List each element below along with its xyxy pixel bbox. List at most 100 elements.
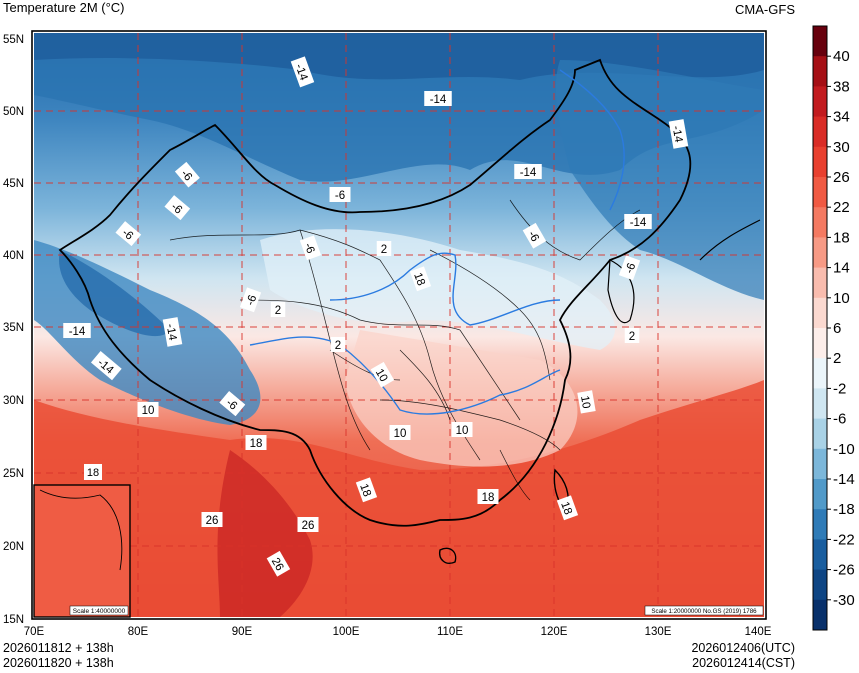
lat-label: 15N — [3, 614, 24, 626]
lon-label: 140E — [745, 626, 772, 638]
contour-label: -6 — [115, 221, 142, 247]
contour-label: 18 — [245, 435, 267, 450]
colorbar-swatch — [813, 297, 827, 329]
contour-label-text: -14 — [630, 217, 647, 229]
lat-label: 25N — [3, 468, 24, 480]
colorbar-label: 40 — [833, 48, 850, 65]
colorbar-swatch — [813, 418, 827, 450]
contour-label-text: 26 — [302, 520, 315, 532]
latitude-labels: 55N 50N 45N 40N 35N 30N 25N 20N 15N — [3, 34, 24, 626]
contour-label: 18 — [409, 266, 432, 292]
contour-label-box — [290, 56, 315, 88]
colorbar-swatch — [813, 146, 827, 178]
contour-label: 2 — [624, 328, 640, 343]
contour-label: 10 — [370, 361, 395, 388]
colorbar-swatch — [813, 116, 827, 148]
contour-label: -14 — [290, 56, 315, 88]
colorbar-swatch — [813, 86, 827, 118]
contour-label-box — [556, 495, 579, 521]
contour-label: -6 — [239, 287, 262, 313]
contour-label-text: -6 — [302, 241, 317, 255]
colorbar-label: 2 — [833, 350, 841, 367]
contour-label-text: -14 — [430, 94, 447, 106]
colorbar-label: 38 — [833, 78, 850, 95]
contour-label-box — [451, 422, 473, 437]
warm-zone-core — [217, 450, 313, 617]
contour-label-text: 18 — [357, 482, 373, 498]
contour-label-text: -6 — [335, 190, 345, 202]
japan-outline — [699, 219, 761, 261]
lon-label: 130E — [645, 626, 672, 638]
contour-label-text: 18 — [250, 438, 263, 450]
contour-label: 2 — [330, 337, 346, 352]
contour-label-text: 2 — [275, 305, 281, 317]
contour-label-text: 26 — [269, 556, 286, 573]
contour-label-box — [514, 164, 542, 179]
contour-label-box — [201, 512, 223, 527]
colorbar-swatch — [813, 539, 827, 571]
contour-label-box — [270, 302, 286, 317]
map-frame — [31, 30, 767, 620]
south-china-sea-inset — [33, 484, 131, 618]
colorbar-label: -30 — [833, 592, 855, 609]
colorbar-label: -22 — [833, 531, 855, 548]
contour-label-box — [355, 477, 378, 503]
contour-label-box — [624, 328, 640, 343]
colorbar-swatch — [813, 26, 827, 57]
contour-label: -6 — [174, 161, 200, 188]
model-name: CMA-GFS — [735, 2, 795, 17]
contour-label-box — [668, 119, 689, 149]
map-note-box — [644, 605, 764, 616]
contour-label-box — [137, 402, 159, 417]
contour-label-text: 10 — [578, 395, 592, 410]
colorbar: 40 38 34 30 26 22 18 14 10 6 2 -2 -6 -10 -14 -18 -22 -26 -… — [812, 25, 855, 631]
contour-label-text: 26 — [206, 515, 219, 527]
contour-label-text: 10 — [456, 425, 469, 437]
colorbar-swatch — [813, 448, 827, 480]
lat-label: 30N — [3, 395, 24, 407]
colorbar-label: 10 — [833, 290, 850, 307]
init-time-utc: 2026011812 + 138h — [3, 641, 114, 655]
colorbar-swatch — [813, 56, 827, 87]
cold-zone-plateau-core — [59, 250, 170, 337]
inset-coastline — [39, 489, 123, 571]
colorbar-label: 22 — [833, 199, 850, 216]
valid-time-cst: 2026012414(CST) — [692, 656, 795, 670]
valid-time-utc: 2026012406(UTC) — [691, 641, 795, 655]
contour-label-text: -14 — [670, 125, 685, 144]
colorbar-swatch — [813, 569, 827, 601]
lon-label: 100E — [333, 626, 360, 638]
contour-label-box — [370, 361, 395, 388]
lat-label: 50N — [3, 106, 24, 118]
contour-label-box — [90, 351, 122, 381]
warm-zone-south — [34, 380, 764, 617]
contour-label-box — [245, 435, 267, 450]
contour-label: 26 — [201, 512, 223, 527]
colorbar-swatch — [813, 509, 827, 540]
contour-label-box — [329, 187, 351, 202]
cold-zone-northeast — [555, 60, 764, 300]
contour-label-text: -14 — [520, 167, 537, 179]
contour-label: -14 — [668, 119, 689, 149]
contour-label-box — [624, 214, 652, 229]
colorbar-swatch — [813, 237, 827, 269]
footer-init-times: 2026011812 + 138h 2026011820 + 138h — [3, 641, 114, 671]
inset-contour-label: 18 — [87, 467, 99, 479]
contour-label: -14 — [162, 317, 183, 347]
colorbar-label: 30 — [833, 139, 850, 156]
contour-label-box — [577, 390, 596, 414]
contour-label: -14 — [514, 164, 542, 179]
contour-label-box — [424, 91, 452, 106]
longitude-labels: 70E 80E 90E 100E 110E 120E 130E 140E — [24, 626, 772, 638]
contour-label: -6 — [329, 187, 351, 202]
contour-label-box — [115, 221, 142, 247]
contour-label: 18 — [355, 477, 378, 503]
contour-label-box — [297, 517, 319, 532]
contour-label-box — [618, 255, 641, 281]
contour-label: 26 — [266, 550, 291, 577]
colorbar-label: 18 — [833, 229, 850, 246]
contour-label: -6 — [618, 255, 641, 281]
contour-label: -6 — [299, 235, 322, 261]
graticule — [34, 33, 764, 617]
contour-label-text: -14 — [69, 326, 86, 338]
